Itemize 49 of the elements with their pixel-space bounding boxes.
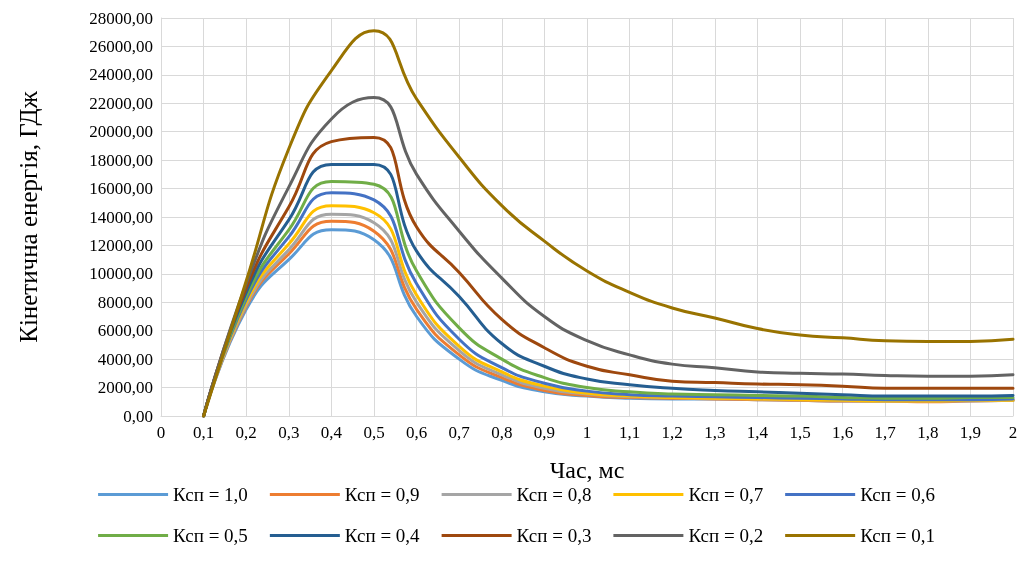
- y-tick-label: 10000,00: [89, 264, 153, 284]
- x-tick-label: 0,2: [235, 423, 257, 442]
- legend-label: Ксп = 0,4: [344, 525, 421, 546]
- legend-label: Ксп = 0,1: [860, 525, 935, 546]
- y-tick-label: 14000,00: [89, 207, 153, 227]
- y-tick-label: 6000,00: [97, 321, 153, 341]
- x-tick-label: 1,2: [661, 423, 683, 442]
- y-tick-label: 18000,00: [89, 150, 153, 170]
- x-tick-label: 1,3: [704, 423, 726, 442]
- y-tick-label: 26000,00: [89, 36, 153, 56]
- legend-label: Ксп = 0,3: [516, 525, 592, 546]
- x-tick-label: 0,9: [533, 423, 556, 442]
- x-tick-label: 0,6: [405, 423, 428, 442]
- y-tick-label: 4000,00: [97, 349, 153, 369]
- y-tick-label: 16000,00: [89, 179, 153, 199]
- legend-label: Ксп = 0,9: [344, 484, 420, 505]
- y-tick-label: 0,00: [123, 406, 153, 426]
- x-tick-label: 1,7: [874, 423, 897, 442]
- x-tick-label: 1,6: [831, 423, 854, 442]
- x-tick-label: 0,3: [278, 423, 300, 442]
- y-axis-title: Кінетична енергія, ГДж: [15, 90, 42, 343]
- y-tick-label: 20000,00: [89, 122, 153, 142]
- legend-label: Ксп = 1,0: [173, 484, 248, 505]
- y-tick-label: 12000,00: [89, 235, 153, 255]
- x-tick-label: 1,5: [789, 423, 811, 442]
- x-tick-label: 1,9: [959, 423, 982, 442]
- x-tick-label: 2: [1008, 423, 1018, 442]
- x-tick-label: 0,7: [448, 423, 471, 442]
- legend-label: Ксп = 0,5: [173, 525, 248, 546]
- x-tick-label: 0,8: [491, 423, 513, 442]
- x-tick-label: 1,1: [618, 423, 641, 442]
- y-tick-label: 2000,00: [97, 378, 153, 398]
- legend-label: Ксп = 0,6: [860, 484, 935, 505]
- y-tick-label: 24000,00: [89, 65, 153, 85]
- x-axis-title: Час, мс: [549, 457, 625, 483]
- x-tick-label: 1,4: [746, 423, 769, 442]
- y-tick-label: 22000,00: [89, 93, 153, 113]
- legend-label: Ксп = 0,2: [688, 525, 764, 546]
- x-tick-label: 0,5: [363, 423, 385, 442]
- line-series: [202, 29, 1015, 418]
- legend-label: Ксп = 0,8: [516, 484, 592, 505]
- x-tick-label: 0,1: [192, 423, 215, 442]
- legend-label: Ксп = 0,7: [688, 484, 764, 505]
- x-tick-label: 0: [156, 423, 166, 442]
- x-tick-label: 1: [582, 423, 592, 442]
- x-tick-label: 1,8: [917, 423, 939, 442]
- x-tick-label: 0,4: [320, 423, 343, 442]
- y-tick-label: 8000,00: [97, 292, 153, 312]
- y-tick-label: 28000,00: [89, 8, 153, 28]
